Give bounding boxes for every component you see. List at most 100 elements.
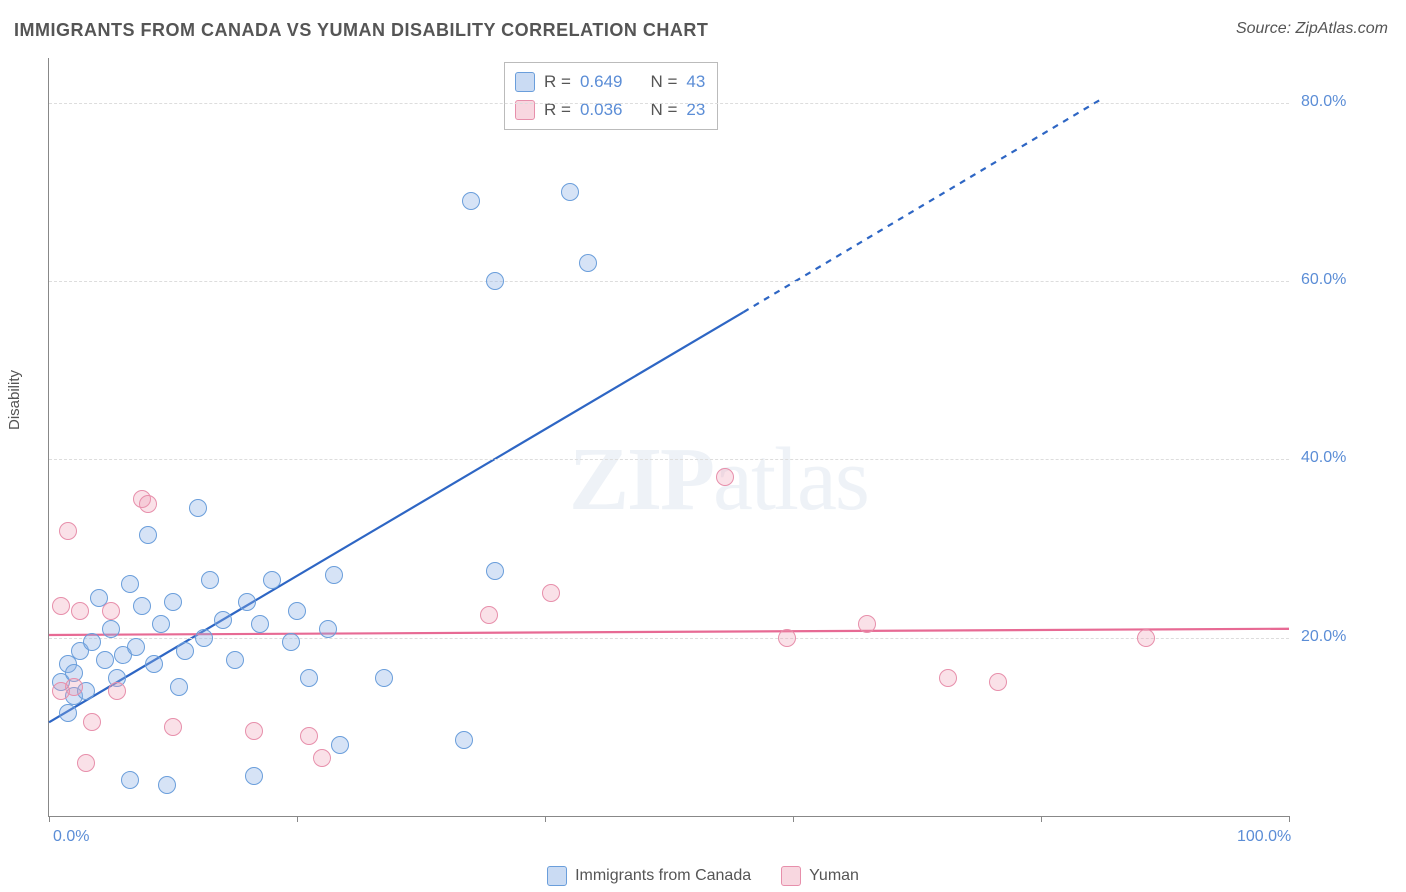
swatch-blue-icon — [547, 866, 567, 886]
stat-r-label: R = — [544, 68, 571, 96]
legend-item-pink: Yuman — [781, 866, 859, 886]
marker-pink — [83, 713, 101, 731]
y-tick-label: 60.0% — [1301, 271, 1381, 289]
x-tick — [49, 816, 50, 822]
plot-area: ZIPatlas R = 0.649 N = 43 R = 0.036 N = … — [48, 58, 1289, 817]
source-label: Source: ZipAtlas.com — [1236, 20, 1388, 38]
marker-pink — [480, 606, 498, 624]
stat-n-label: N = — [650, 68, 677, 96]
marker-blue — [189, 499, 207, 517]
marker-pink — [77, 754, 95, 772]
marker-pink — [858, 615, 876, 633]
trendlines-svg — [49, 58, 1289, 816]
stat-r-blue: 0.649 — [580, 68, 623, 96]
marker-blue — [263, 571, 281, 589]
marker-blue — [158, 776, 176, 794]
marker-blue — [238, 593, 256, 611]
marker-blue — [139, 526, 157, 544]
marker-blue — [176, 642, 194, 660]
y-tick-label: 20.0% — [1301, 628, 1381, 646]
marker-blue — [245, 767, 263, 785]
marker-blue — [486, 562, 504, 580]
marker-blue — [121, 575, 139, 593]
marker-blue — [152, 615, 170, 633]
marker-blue — [121, 771, 139, 789]
marker-pink — [59, 522, 77, 540]
y-tick-label: 40.0% — [1301, 449, 1381, 467]
x-tick — [1289, 816, 1290, 822]
marker-blue — [59, 704, 77, 722]
marker-pink — [778, 629, 796, 647]
marker-blue — [96, 651, 114, 669]
marker-blue — [325, 566, 343, 584]
gridline-h — [49, 103, 1289, 104]
x-tick — [793, 816, 794, 822]
y-tick-label: 80.0% — [1301, 93, 1381, 111]
marker-pink — [52, 682, 70, 700]
gridline-h — [49, 281, 1289, 282]
swatch-pink-icon — [781, 866, 801, 886]
marker-pink — [71, 602, 89, 620]
marker-blue — [300, 669, 318, 687]
gridline-h — [49, 459, 1289, 460]
stat-n-label: N = — [650, 96, 677, 124]
marker-blue — [462, 192, 480, 210]
stats-box: R = 0.649 N = 43 R = 0.036 N = 23 — [504, 62, 718, 130]
marker-pink — [989, 673, 1007, 691]
marker-blue — [319, 620, 337, 638]
legend-label-pink: Yuman — [809, 867, 859, 885]
marker-pink — [102, 602, 120, 620]
marker-blue — [226, 651, 244, 669]
marker-pink — [52, 597, 70, 615]
stat-n-blue: 43 — [686, 68, 705, 96]
marker-pink — [716, 468, 734, 486]
stat-r-label: R = — [544, 96, 571, 124]
marker-blue — [579, 254, 597, 272]
chart-title: IMMIGRANTS FROM CANADA VS YUMAN DISABILI… — [14, 20, 708, 41]
marker-blue — [102, 620, 120, 638]
marker-pink — [300, 727, 318, 745]
x-tick-label: 0.0% — [53, 828, 89, 846]
chart-container: IMMIGRANTS FROM CANADA VS YUMAN DISABILI… — [0, 0, 1406, 892]
stat-n-pink: 23 — [686, 96, 705, 124]
y-axis-label: Disability — [6, 370, 23, 430]
marker-pink — [108, 682, 126, 700]
marker-pink — [939, 669, 957, 687]
x-tick — [545, 816, 546, 822]
gridline-h — [49, 638, 1289, 639]
legend-label-blue: Immigrants from Canada — [575, 867, 751, 885]
marker-pink — [542, 584, 560, 602]
marker-pink — [313, 749, 331, 767]
marker-blue — [455, 731, 473, 749]
marker-blue — [214, 611, 232, 629]
marker-blue — [288, 602, 306, 620]
marker-blue — [282, 633, 300, 651]
x-tick-label: 100.0% — [1237, 828, 1291, 846]
marker-blue — [195, 629, 213, 647]
marker-pink — [164, 718, 182, 736]
x-tick — [297, 816, 298, 822]
marker-blue — [127, 638, 145, 656]
trendline-Yuman — [49, 629, 1289, 635]
legend-item-blue: Immigrants from Canada — [547, 866, 751, 886]
stats-row-blue: R = 0.649 N = 43 — [515, 68, 705, 96]
stat-r-pink: 0.036 — [580, 96, 623, 124]
marker-blue — [201, 571, 219, 589]
marker-blue — [331, 736, 349, 754]
marker-blue — [164, 593, 182, 611]
marker-blue — [251, 615, 269, 633]
marker-pink — [139, 495, 157, 513]
marker-blue — [145, 655, 163, 673]
stats-row-pink: R = 0.036 N = 23 — [515, 96, 705, 124]
marker-pink — [1137, 629, 1155, 647]
swatch-blue-icon — [515, 72, 535, 92]
marker-pink — [245, 722, 263, 740]
marker-blue — [83, 633, 101, 651]
marker-blue — [375, 669, 393, 687]
marker-blue — [133, 597, 151, 615]
marker-blue — [561, 183, 579, 201]
x-tick — [1041, 816, 1042, 822]
marker-blue — [486, 272, 504, 290]
bottom-legend: Immigrants from Canada Yuman — [0, 866, 1406, 886]
marker-blue — [170, 678, 188, 696]
